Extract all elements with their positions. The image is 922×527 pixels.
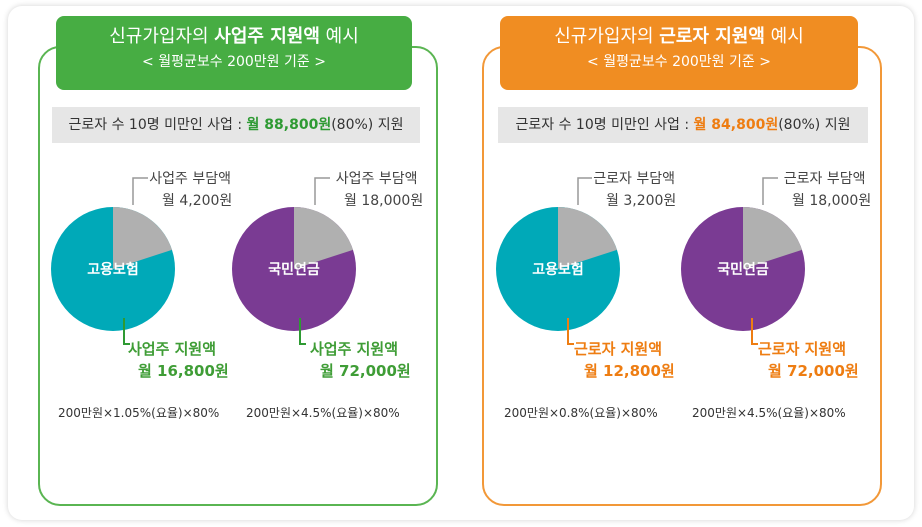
chart3-burden-label: 근로자 부담액 월 18,000원 <box>778 168 871 212</box>
chart0-burden-leader <box>132 177 148 205</box>
chart1-burden-label: 사업주 부담액 월 18,000원 <box>330 168 423 212</box>
right-panel-title: 신규가입자의 근로자 지원액 예시 <box>500 25 858 49</box>
chart3-support-label: 근로자 지원액 월 72,000원 <box>758 338 859 382</box>
chart1-formula: 200만원×4.5%(요율)×80% <box>246 406 400 420</box>
chart1-support-leader <box>299 318 306 345</box>
chart0-support-label: 사업주 지원액 월 16,800원 <box>128 338 229 382</box>
chart2-burden-amount: 월 3,200원 <box>606 193 677 209</box>
chart1-burden-leader <box>314 177 330 205</box>
chart2-support-leader <box>567 318 574 345</box>
chart1-title: 국민연금 <box>268 261 320 278</box>
chart1-support-label: 사업주 지원액 월 72,000원 <box>310 338 411 382</box>
chart0-title: 고용보험 <box>87 261 139 278</box>
right-panel-header: 신규가입자의 근로자 지원액 예시 < 월평균보수 200만원 기준 > <box>500 16 858 90</box>
chart0-burden-title: 사업주 부담액 <box>149 171 232 187</box>
chart2-title: 고용보험 <box>532 261 584 278</box>
chart0-formula: 200만원×1.05%(요율)×80% <box>58 406 220 420</box>
chart3-burden-title: 근로자 부담액 <box>783 171 866 187</box>
left-summary-suffix: (80%) 지원 <box>331 117 404 133</box>
right-panel-subtitle: < 월평균보수 200만원 기준 > <box>587 54 771 70</box>
left-panel-title: 신규가입자의 사업주 지원액 예시 <box>56 25 412 49</box>
chart3-burden-slice <box>743 207 802 269</box>
chart2-burden-slice <box>558 207 617 269</box>
right-summary-prefix: 근로자 수 10명 미만인 사업 : <box>515 117 690 133</box>
chart1-support-title: 사업주 지원액 <box>310 340 399 358</box>
chart2-support-title: 근로자 지원액 <box>574 340 663 358</box>
chart2-burden-leader <box>577 177 592 205</box>
chart1-burden-slice <box>294 207 353 269</box>
right-summary-amount: 월 84,800원 <box>693 117 779 133</box>
chart0-burden-label: 사업주 부담액 월 4,200원 <box>148 168 232 212</box>
chart3-formula: 200만원×4.5%(요율)×80% <box>692 406 846 420</box>
left-panel-subtitle: < 월평균보수 200만원 기준 > <box>142 54 326 70</box>
left-summary-prefix: 근로자 수 10명 미만인 사업 : <box>68 117 243 133</box>
left-summary-bar: 근로자 수 10명 미만인 사업 : 월 88,800원(80%) 지원 <box>52 107 420 143</box>
chart3-burden-amount: 월 18,000원 <box>792 193 872 209</box>
right-title-bold: 근로자 지원액 <box>659 26 765 47</box>
chart1-burden-title: 사업주 부담액 <box>335 171 418 187</box>
chart3-burden-leader <box>762 177 778 205</box>
right-title-suffix: 예시 <box>770 26 804 47</box>
chart1-support-amount: 월 72,000원 <box>320 362 411 380</box>
chart3-support-title: 근로자 지원액 <box>758 340 847 358</box>
chart0-support-leader <box>123 318 130 345</box>
chart2-burden-label: 근로자 부담액 월 3,200원 <box>592 168 676 212</box>
left-title-suffix: 예시 <box>325 26 359 47</box>
chart2-formula: 200만원×0.8%(요율)×80% <box>504 406 658 420</box>
right-summary-suffix: (80%) 지원 <box>778 117 851 133</box>
chart0-burden-slice <box>113 207 172 269</box>
chart0-support-amount: 월 16,800원 <box>138 362 229 380</box>
chart0-support-title: 사업주 지원액 <box>128 340 217 358</box>
chart3-support-amount: 월 72,000원 <box>768 362 859 380</box>
chart2-support-amount: 월 12,800원 <box>584 362 675 380</box>
chart3-title: 국민연금 <box>717 261 769 278</box>
left-title-bold: 사업주 지원액 <box>214 26 320 47</box>
right-title-prefix: 신규가입자의 <box>554 26 654 47</box>
chart0-burden-amount: 월 4,200원 <box>162 193 233 209</box>
chart1-burden-amount: 월 18,000원 <box>344 193 424 209</box>
chart2-support-label: 근로자 지원액 월 12,800원 <box>574 338 675 382</box>
left-summary-amount: 월 88,800원 <box>246 117 332 133</box>
left-title-prefix: 신규가입자의 <box>109 26 209 47</box>
left-panel-header: 신규가입자의 사업주 지원액 예시 < 월평균보수 200만원 기준 > <box>56 16 412 90</box>
chart2-burden-title: 근로자 부담액 <box>593 171 676 187</box>
right-summary-bar: 근로자 수 10명 미만인 사업 : 월 84,800원(80%) 지원 <box>498 107 868 143</box>
chart3-support-leader <box>751 318 758 345</box>
